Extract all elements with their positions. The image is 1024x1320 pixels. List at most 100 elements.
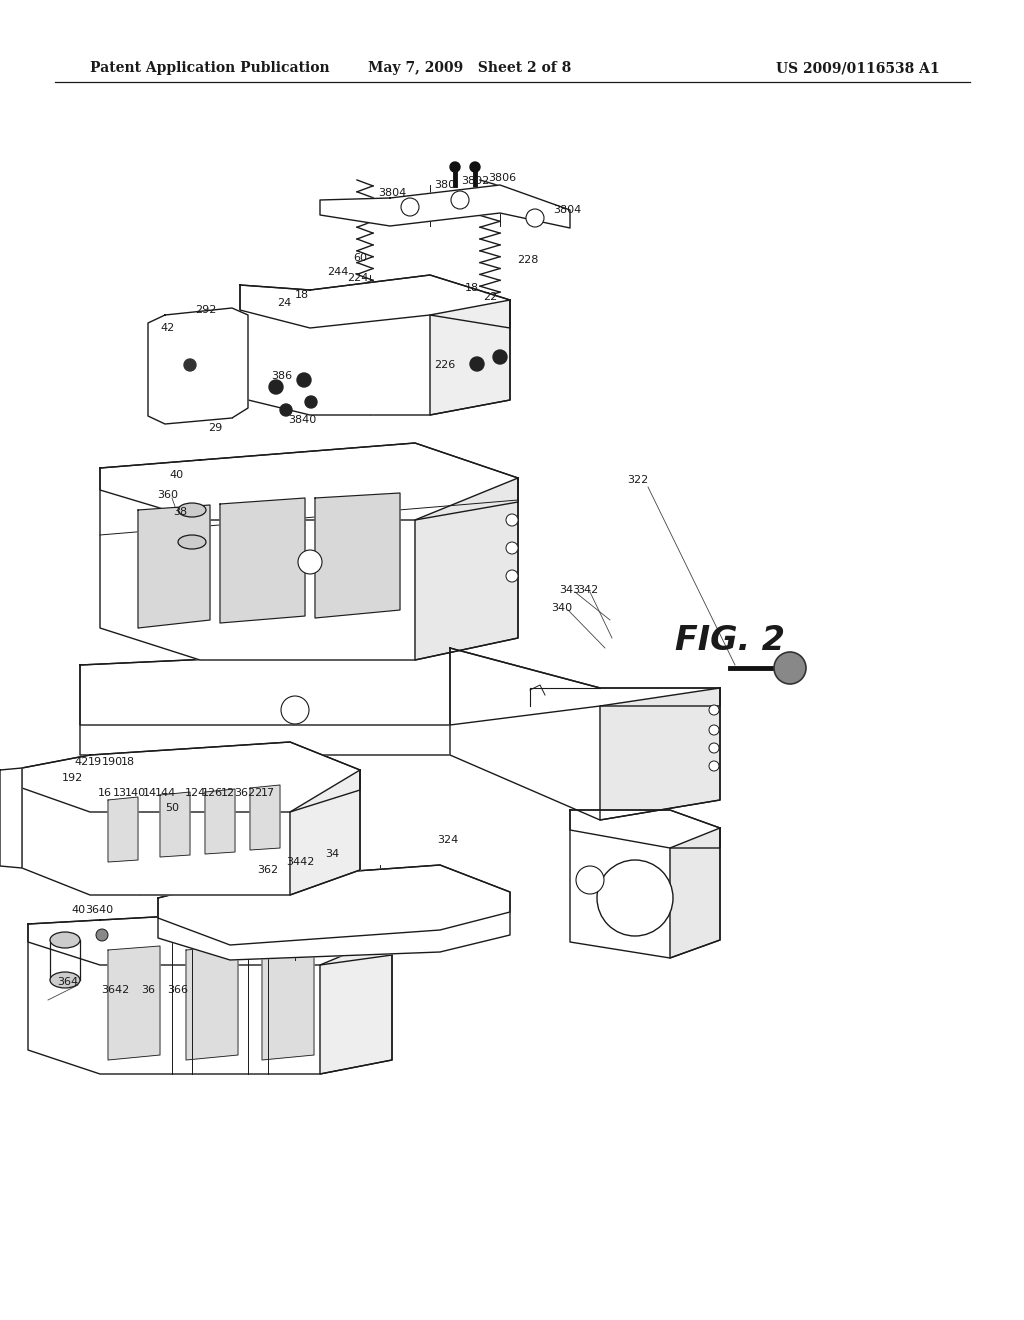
Polygon shape bbox=[570, 810, 720, 958]
Polygon shape bbox=[22, 742, 360, 812]
Text: 40: 40 bbox=[170, 470, 184, 480]
Text: 16: 16 bbox=[98, 788, 112, 799]
Text: 60: 60 bbox=[353, 253, 367, 263]
Circle shape bbox=[184, 359, 196, 371]
Polygon shape bbox=[240, 275, 510, 327]
Polygon shape bbox=[319, 935, 392, 1074]
Polygon shape bbox=[160, 792, 190, 857]
Text: 226: 226 bbox=[434, 360, 456, 370]
Text: 3442: 3442 bbox=[286, 857, 314, 867]
Text: 50: 50 bbox=[165, 803, 179, 813]
Text: 29: 29 bbox=[208, 422, 222, 433]
Text: 3840: 3840 bbox=[288, 414, 316, 425]
Polygon shape bbox=[148, 308, 248, 424]
Text: 36: 36 bbox=[141, 985, 155, 995]
Ellipse shape bbox=[50, 972, 80, 987]
Circle shape bbox=[575, 866, 604, 894]
Polygon shape bbox=[430, 300, 510, 414]
Text: 322: 322 bbox=[628, 475, 648, 484]
Polygon shape bbox=[22, 742, 360, 895]
Text: 124: 124 bbox=[184, 788, 206, 799]
Circle shape bbox=[96, 929, 108, 941]
Text: 366: 366 bbox=[168, 985, 188, 995]
Circle shape bbox=[305, 396, 317, 408]
Polygon shape bbox=[100, 444, 518, 660]
Text: 22: 22 bbox=[483, 292, 497, 302]
Text: 324: 324 bbox=[437, 836, 459, 845]
Ellipse shape bbox=[50, 932, 80, 948]
Text: 3804: 3804 bbox=[553, 205, 582, 215]
Text: 224: 224 bbox=[347, 273, 369, 282]
Circle shape bbox=[774, 652, 806, 684]
Polygon shape bbox=[600, 688, 720, 820]
Text: 38: 38 bbox=[173, 507, 187, 517]
Polygon shape bbox=[450, 648, 720, 725]
Ellipse shape bbox=[178, 535, 206, 549]
Text: 24: 24 bbox=[276, 298, 291, 308]
Circle shape bbox=[709, 725, 719, 735]
Circle shape bbox=[450, 162, 460, 172]
Text: 17: 17 bbox=[261, 788, 275, 799]
Text: 42: 42 bbox=[161, 323, 175, 333]
Polygon shape bbox=[290, 770, 360, 895]
Polygon shape bbox=[205, 789, 234, 854]
Text: 144: 144 bbox=[155, 788, 176, 799]
Polygon shape bbox=[138, 506, 210, 628]
Text: 3804: 3804 bbox=[378, 187, 407, 198]
Polygon shape bbox=[262, 946, 314, 1060]
Text: 380: 380 bbox=[434, 180, 456, 190]
Text: 292: 292 bbox=[196, 305, 217, 315]
Text: Patent Application Publication: Patent Application Publication bbox=[90, 61, 330, 75]
Circle shape bbox=[401, 198, 419, 216]
Polygon shape bbox=[28, 908, 392, 965]
Polygon shape bbox=[450, 648, 720, 820]
Circle shape bbox=[493, 350, 507, 364]
Polygon shape bbox=[570, 810, 720, 847]
Polygon shape bbox=[315, 492, 400, 618]
Text: 18: 18 bbox=[295, 290, 309, 300]
Text: 360: 360 bbox=[158, 490, 178, 500]
Circle shape bbox=[526, 209, 544, 227]
Text: 3806: 3806 bbox=[488, 173, 516, 183]
Polygon shape bbox=[28, 908, 392, 1074]
Text: 362: 362 bbox=[257, 865, 279, 875]
Circle shape bbox=[280, 404, 292, 416]
Text: 3642: 3642 bbox=[101, 985, 129, 995]
Text: 3622: 3622 bbox=[233, 788, 262, 799]
Circle shape bbox=[709, 705, 719, 715]
Polygon shape bbox=[415, 478, 518, 660]
Text: 3802: 3802 bbox=[461, 176, 489, 186]
Text: 190: 190 bbox=[101, 756, 123, 767]
Text: 12: 12 bbox=[221, 788, 236, 799]
Polygon shape bbox=[158, 865, 510, 960]
Text: 126: 126 bbox=[202, 788, 222, 799]
Text: 18: 18 bbox=[121, 756, 135, 767]
Circle shape bbox=[281, 696, 309, 723]
Text: 18: 18 bbox=[465, 282, 479, 293]
Circle shape bbox=[597, 861, 673, 936]
Text: 343: 343 bbox=[559, 585, 581, 595]
Circle shape bbox=[451, 191, 469, 209]
Polygon shape bbox=[250, 785, 280, 850]
Text: May 7, 2009   Sheet 2 of 8: May 7, 2009 Sheet 2 of 8 bbox=[369, 61, 571, 75]
Polygon shape bbox=[319, 185, 570, 228]
Polygon shape bbox=[100, 444, 518, 520]
Polygon shape bbox=[670, 828, 720, 958]
Text: 3640: 3640 bbox=[85, 906, 113, 915]
Text: 342: 342 bbox=[578, 585, 599, 595]
Text: 140: 140 bbox=[125, 788, 145, 799]
Text: 40: 40 bbox=[71, 906, 85, 915]
Ellipse shape bbox=[178, 503, 206, 517]
Polygon shape bbox=[108, 946, 160, 1060]
Text: 364: 364 bbox=[57, 977, 79, 987]
Polygon shape bbox=[240, 275, 510, 414]
Circle shape bbox=[506, 543, 518, 554]
Circle shape bbox=[470, 162, 480, 172]
Circle shape bbox=[269, 380, 283, 393]
Polygon shape bbox=[186, 946, 238, 1060]
Text: 19: 19 bbox=[88, 756, 102, 767]
Polygon shape bbox=[108, 797, 138, 862]
Text: 340: 340 bbox=[552, 603, 572, 612]
Text: FIG. 2: FIG. 2 bbox=[675, 623, 785, 656]
Circle shape bbox=[470, 356, 484, 371]
